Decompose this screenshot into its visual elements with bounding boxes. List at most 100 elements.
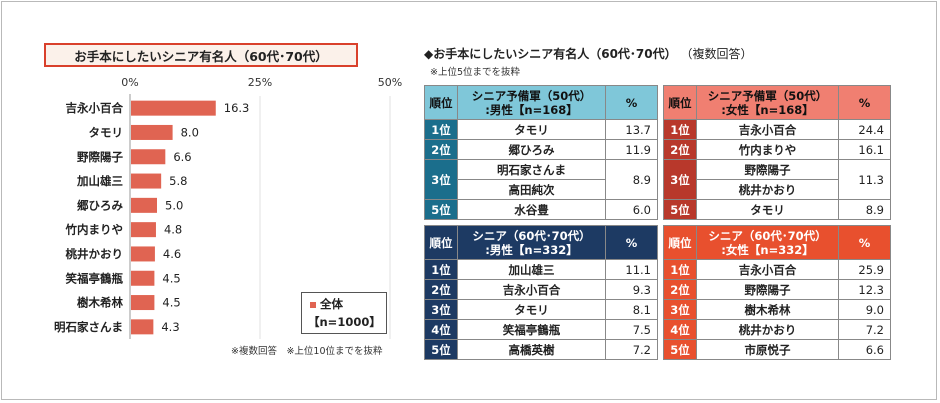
ranking-heading-title: ◆お手本にしたいシニア有名人（60代･70代） <box>424 47 677 61</box>
data-label: 5.0 <box>165 198 183 212</box>
pct-cell: 6.6 <box>838 339 891 360</box>
rank-cell: 2位 <box>424 279 458 300</box>
name-cell: 吉永小百合 <box>696 119 839 140</box>
group-header: シニア予備軍（50代）:女性【n=168】 <box>696 85 839 120</box>
pct-header: % <box>605 85 658 120</box>
rank-header: 順位 <box>424 225 458 260</box>
group-header-line1: シニア予備軍（50代） <box>471 88 592 103</box>
name-cell: タモリ <box>457 119 606 140</box>
data-label: 16.3 <box>224 101 250 115</box>
pct-header: % <box>838 85 891 120</box>
category-label: 郷ひろみ <box>77 198 123 212</box>
name-cell: 樹木希林 <box>696 299 839 320</box>
group-header: シニア予備軍（50代）:男性【n=168】 <box>457 85 606 120</box>
table-row: 5位 市原悦子 6.6 <box>663 339 891 360</box>
pct-cell: 8.1 <box>605 299 658 320</box>
rank-cell: 1位 <box>424 259 458 280</box>
table-row: 5位 タモリ 8.9 <box>663 199 891 220</box>
rank-cell: 5位 <box>663 339 697 360</box>
bar <box>131 124 173 140</box>
table-row: 5位 水谷豊 6.0 <box>424 199 658 220</box>
pct-cell: 8.9 <box>605 159 658 200</box>
name-cell: 野際陽子 <box>696 279 839 300</box>
table-row: 2位 吉永小百合 9.3 <box>424 279 658 300</box>
pct-cell: 12.3 <box>838 279 891 300</box>
category-label: 竹内まりや <box>65 223 124 237</box>
data-label: 4.5 <box>162 296 180 310</box>
name-cell: 野際陽子 <box>696 159 839 180</box>
rank-cell: 5位 <box>663 199 697 220</box>
category-label: 野際陽子 <box>77 150 123 164</box>
category-label: 桃井かおり <box>66 247 124 261</box>
table-row: 桃井かおり <box>664 179 891 200</box>
pct-cell: 11.9 <box>605 139 658 160</box>
pct-cell: 11.3 <box>838 159 891 200</box>
table-row: 1位 加山雄三 11.1 <box>424 259 658 280</box>
table-header-row: 順位 シニア（60代･70代）:女性【n=332】 % <box>663 225 891 260</box>
pct-cell: 9.0 <box>838 299 891 320</box>
rank-cell: 2位 <box>663 279 697 300</box>
table-header-row: 順位 シニア（60代･70代）:男性【n=332】 % <box>424 225 658 260</box>
category-label: 樹木希林 <box>77 296 123 310</box>
table-row: 2位 郷ひろみ 11.9 <box>424 139 658 160</box>
category-label: 吉永小百合 <box>66 101 124 115</box>
rank-cell: 1位 <box>663 119 697 140</box>
data-label: 4.8 <box>164 223 182 237</box>
category-label: 明石家さんま <box>54 320 123 334</box>
data-label: 4.3 <box>161 320 179 334</box>
pct-cell: 7.2 <box>838 319 891 340</box>
table-row: 4位 桃井かおり 7.2 <box>663 319 891 340</box>
pct-cell: 7.2 <box>605 339 658 360</box>
category-label: 加山雄三 <box>76 174 123 188</box>
legend-label: 全体 <box>320 297 343 311</box>
bar <box>131 295 155 311</box>
table-row: 3位 野際陽子 11.3 <box>663 159 891 200</box>
rank-cell: 1位 <box>663 259 697 280</box>
name-cell: 竹内まりや <box>696 139 839 160</box>
ranking-table-50s-female: 順位 シニア予備軍（50代）:女性【n=168】 % 1位 吉永小百合 24.4… <box>663 85 891 220</box>
rank-cell: 2位 <box>663 139 697 160</box>
chart-footnote: ※複数回答 ※上位10位までを抜粋 <box>231 346 383 357</box>
rank-cell: 1位 <box>424 119 458 140</box>
name-cell: 明石家さんま <box>457 159 606 180</box>
bar <box>131 197 157 213</box>
group-header-line2: :男性【n=332】 <box>485 242 578 257</box>
data-label: 6.6 <box>173 150 191 164</box>
bar <box>131 100 216 116</box>
name-cell: 高田純次 <box>457 179 606 200</box>
ranking-table-senior-female: 順位 シニア（60代･70代）:女性【n=332】 % 1位 吉永小百合 25.… <box>663 225 891 360</box>
group-header-line2: :男性【n=168】 <box>485 102 578 117</box>
ranking-heading: ◆お手本にしたいシニア有名人（60代･70代） （複数回答） <box>424 45 752 62</box>
legend-swatch <box>310 302 316 308</box>
table-row: 2位 竹内まりや 16.1 <box>663 139 891 160</box>
rank-cell: 3位 <box>424 299 458 320</box>
name-cell: 高橋英樹 <box>457 339 606 360</box>
table-row: 3位 タモリ 8.1 <box>424 299 658 320</box>
category-label: 笑福亭鶴瓶 <box>66 271 124 285</box>
x-tick-label: 50% <box>378 76 402 89</box>
bar <box>131 222 156 238</box>
name-cell: 吉永小百合 <box>696 259 839 280</box>
group-header: シニア（60代･70代）:女性【n=332】 <box>696 225 839 260</box>
group-header-line2: :女性【n=332】 <box>721 242 814 257</box>
name-cell: 水谷豊 <box>457 199 606 220</box>
name-cell: 加山雄三 <box>457 259 606 280</box>
name-cell: タモリ <box>457 299 606 320</box>
bar <box>131 173 162 189</box>
table-row: 4位 笑福亭鶴瓶 7.5 <box>424 319 658 340</box>
name-cell: 桃井かおり <box>696 179 839 200</box>
table-row: 1位 タモリ 13.7 <box>424 119 658 140</box>
ranking-table-50s-male: 順位 シニア予備軍（50代）:男性【n=168】 % 1位 タモリ 13.7 2… <box>424 85 658 220</box>
pct-cell: 24.4 <box>838 119 891 140</box>
pct-header: % <box>838 225 891 260</box>
group-header: シニア（60代･70代）:男性【n=332】 <box>457 225 606 260</box>
table-header-row: 順位 シニア予備軍（50代）:女性【n=168】 % <box>663 85 891 120</box>
rank-cell: 3位 <box>663 159 697 200</box>
legend-sample-size: 【n=1000】 <box>308 315 381 329</box>
name-cell: 吉永小百合 <box>457 279 606 300</box>
data-label: 8.0 <box>181 125 199 139</box>
pct-cell: 8.9 <box>838 199 891 220</box>
data-label: 5.8 <box>169 174 187 188</box>
rank-cell: 4位 <box>663 319 697 340</box>
